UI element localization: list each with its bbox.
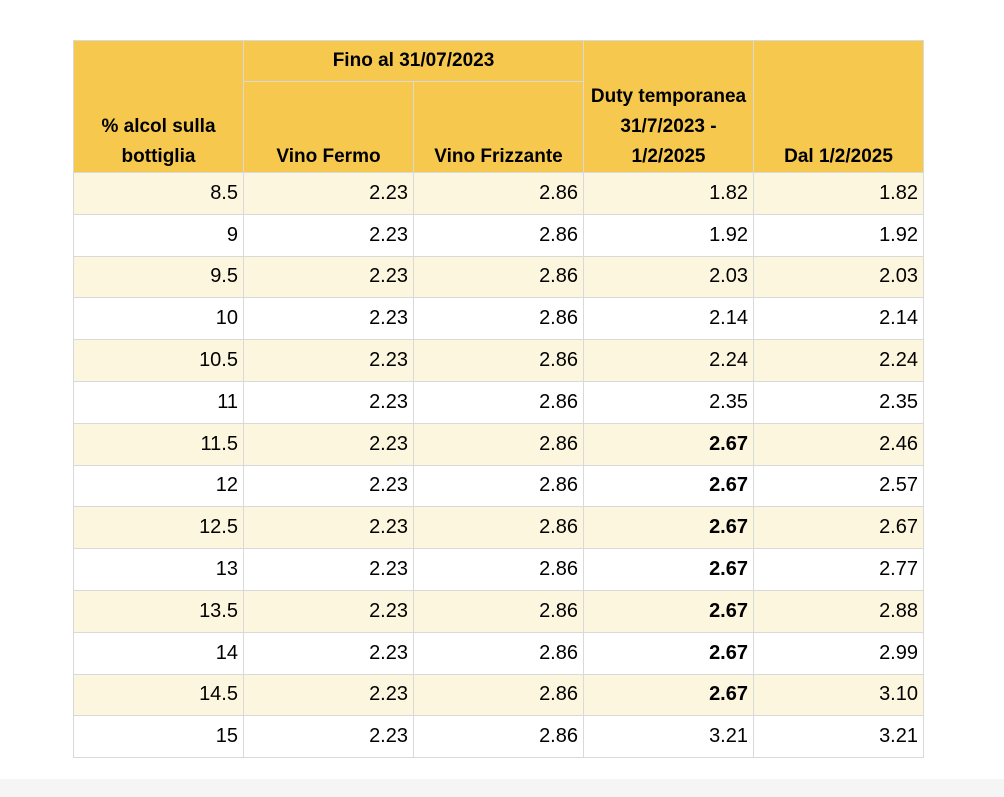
cell-alcohol: 14.5 xyxy=(73,673,244,717)
cell-alcohol: 8.5 xyxy=(73,172,244,215)
cell-still-wine: 2.23 xyxy=(243,715,414,759)
table-body: 8.5 2.23 2.86 1.82 1.82 9 2.23 2.86 1.92 1.92 9.5 2… xyxy=(73,172,924,759)
cell-alcohol: 14 xyxy=(73,631,244,675)
cell-still-wine: 2.23 xyxy=(243,339,414,382)
cell-from-2025: 2.46 xyxy=(753,422,924,466)
table-row: 13.5 2.23 2.86 2.67 2.88 xyxy=(73,589,924,633)
cell-alcohol: 10 xyxy=(73,297,244,341)
cell-sparkling-wine: 2.86 xyxy=(413,589,584,633)
cell-alcohol: 12.5 xyxy=(73,506,244,550)
cell-alcohol: 12 xyxy=(73,464,244,508)
cell-alcohol: 9.5 xyxy=(73,255,244,299)
header-row-top: % alcol sulla bottiglia Fino al 31/07/20… xyxy=(73,40,924,173)
table-row: 13 2.23 2.86 2.67 2.77 xyxy=(73,548,924,591)
cell-temporary-duty: 1.92 xyxy=(583,213,754,257)
cell-alcohol: 13.5 xyxy=(73,589,244,633)
table-row: 8.5 2.23 2.86 1.82 1.82 xyxy=(73,172,924,215)
cell-from-2025: 2.99 xyxy=(753,631,924,675)
cell-temporary-duty: 2.14 xyxy=(583,297,754,341)
table-header: % alcol sulla bottiglia Fino al 31/07/20… xyxy=(73,40,924,173)
cell-from-2025: 2.67 xyxy=(753,506,924,550)
cell-temporary-duty: 3.21 xyxy=(583,715,754,759)
cell-from-2025: 2.57 xyxy=(753,464,924,508)
header-temporary-duty: Duty temporanea 31/7/2023 - 1/2/2025 xyxy=(583,40,754,173)
cell-temporary-duty: 2.67 xyxy=(583,631,754,675)
cell-sparkling-wine: 2.86 xyxy=(413,548,584,591)
cell-sparkling-wine: 2.86 xyxy=(413,339,584,382)
table-row: 14 2.23 2.86 2.67 2.99 xyxy=(73,631,924,675)
cell-still-wine: 2.23 xyxy=(243,172,414,215)
cell-from-2025: 3.21 xyxy=(753,715,924,759)
table-row: 12 2.23 2.86 2.67 2.57 xyxy=(73,464,924,508)
cell-sparkling-wine: 2.86 xyxy=(413,172,584,215)
table-row: 10 2.23 2.86 2.14 2.14 xyxy=(73,297,924,341)
wine-duty-table: % alcol sulla bottiglia Fino al 31/07/20… xyxy=(73,40,924,759)
cell-sparkling-wine: 2.86 xyxy=(413,715,584,759)
cell-sparkling-wine: 2.86 xyxy=(413,673,584,717)
header-sparkling-wine: Vino Frizzante xyxy=(413,81,584,173)
cell-temporary-duty: 2.03 xyxy=(583,255,754,299)
table-row: 10.5 2.23 2.86 2.24 2.24 xyxy=(73,339,924,382)
cell-still-wine: 2.23 xyxy=(243,464,414,508)
header-row-bottom: Vino Fermo Vino Frizzante xyxy=(74,81,924,173)
table-row: 9 2.23 2.86 1.92 1.92 xyxy=(73,213,924,257)
table-row: 12.5 2.23 2.86 2.67 2.67 xyxy=(73,506,924,550)
cell-from-2025: 2.03 xyxy=(753,255,924,299)
cell-alcohol: 10.5 xyxy=(73,339,244,382)
table-row: 11 2.23 2.86 2.35 2.35 xyxy=(73,380,924,424)
cell-still-wine: 2.23 xyxy=(243,422,414,466)
cell-from-2025: 2.77 xyxy=(753,548,924,591)
cell-alcohol: 13 xyxy=(73,548,244,591)
cell-sparkling-wine: 2.86 xyxy=(413,506,584,550)
cell-temporary-duty: 2.35 xyxy=(583,380,754,424)
cell-temporary-duty: 2.67 xyxy=(583,422,754,466)
cell-still-wine: 2.23 xyxy=(243,297,414,341)
cell-sparkling-wine: 2.86 xyxy=(413,213,584,257)
header-from-2025: Dal 1/2/2025 xyxy=(753,40,924,173)
page-footer-band xyxy=(0,779,1004,797)
cell-alcohol: 9 xyxy=(73,213,244,257)
cell-temporary-duty: 2.24 xyxy=(583,339,754,382)
cell-sparkling-wine: 2.86 xyxy=(413,631,584,675)
cell-still-wine: 2.23 xyxy=(243,673,414,717)
cell-temporary-duty: 2.67 xyxy=(583,506,754,550)
header-alcohol: % alcol sulla bottiglia xyxy=(73,40,244,173)
cell-still-wine: 2.23 xyxy=(243,506,414,550)
cell-sparkling-wine: 2.86 xyxy=(413,422,584,466)
cell-sparkling-wine: 2.86 xyxy=(413,255,584,299)
cell-from-2025: 3.10 xyxy=(753,673,924,717)
cell-from-2025: 2.35 xyxy=(753,380,924,424)
table-row: 14.5 2.23 2.86 2.67 3.10 xyxy=(73,673,924,717)
table-row: 11.5 2.23 2.86 2.67 2.46 xyxy=(73,422,924,466)
cell-still-wine: 2.23 xyxy=(243,213,414,257)
cell-alcohol: 11.5 xyxy=(73,422,244,466)
cell-still-wine: 2.23 xyxy=(243,548,414,591)
cell-sparkling-wine: 2.86 xyxy=(413,380,584,424)
cell-from-2025: 1.92 xyxy=(753,213,924,257)
header-group-until-2023: Fino al 31/07/2023 xyxy=(243,40,584,82)
cell-temporary-duty: 1.82 xyxy=(583,172,754,215)
cell-alcohol: 11 xyxy=(73,380,244,424)
cell-still-wine: 2.23 xyxy=(243,589,414,633)
table-row: 15 2.23 2.86 3.21 3.21 xyxy=(73,715,924,759)
cell-still-wine: 2.23 xyxy=(243,380,414,424)
cell-temporary-duty: 2.67 xyxy=(583,548,754,591)
cell-still-wine: 2.23 xyxy=(243,255,414,299)
table-row: 9.5 2.23 2.86 2.03 2.03 xyxy=(73,255,924,299)
cell-from-2025: 1.82 xyxy=(753,172,924,215)
cell-temporary-duty: 2.67 xyxy=(583,673,754,717)
cell-from-2025: 2.24 xyxy=(753,339,924,382)
cell-from-2025: 2.88 xyxy=(753,589,924,633)
cell-temporary-duty: 2.67 xyxy=(583,589,754,633)
header-still-wine: Vino Fermo xyxy=(243,81,414,173)
cell-still-wine: 2.23 xyxy=(243,631,414,675)
cell-sparkling-wine: 2.86 xyxy=(413,464,584,508)
cell-temporary-duty: 2.67 xyxy=(583,464,754,508)
cell-from-2025: 2.14 xyxy=(753,297,924,341)
cell-alcohol: 15 xyxy=(73,715,244,759)
cell-sparkling-wine: 2.86 xyxy=(413,297,584,341)
